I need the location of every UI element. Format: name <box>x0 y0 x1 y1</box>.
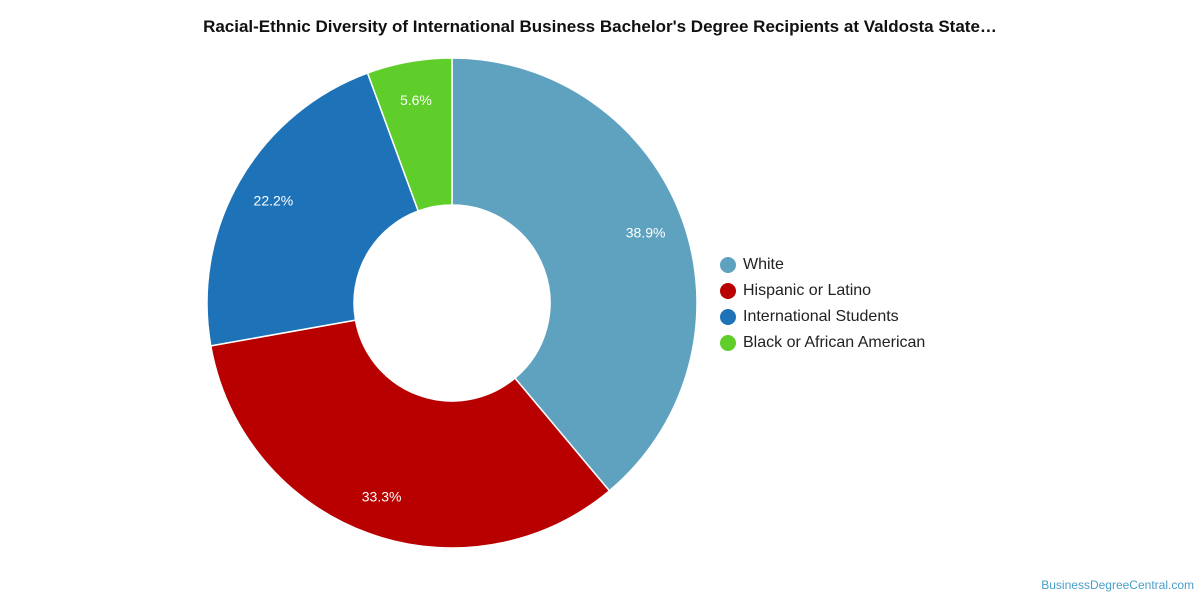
slice-label-black-or-african-american: 5.6% <box>400 92 432 108</box>
legend-label: White <box>743 256 784 273</box>
legend-item-international-students[interactable]: International Students <box>720 304 925 330</box>
legend-label: Black or African American <box>743 334 926 351</box>
slice-label-hispanic-or-latino: 33.3% <box>362 489 402 505</box>
source-credit[interactable]: BusinessDegreeCentral.com <box>1041 578 1194 592</box>
slice-hispanic-or-latino[interactable] <box>209 319 611 549</box>
legend-item-black-or-african-american[interactable]: Black or African American <box>720 330 925 356</box>
slice-white[interactable] <box>451 57 698 492</box>
legend-swatch <box>720 283 736 299</box>
legend-swatch <box>720 257 736 273</box>
donut-slice-labels: 38.9% 33.3% 22.2% 5.6% <box>254 92 666 504</box>
legend-item-white[interactable]: White <box>720 252 925 278</box>
slice-label-international-students: 22.2% <box>254 192 294 208</box>
legend-item-hispanic-or-latino[interactable]: Hispanic or Latino <box>720 278 925 304</box>
legend-label: International Students <box>743 308 899 325</box>
legend-label: Hispanic or Latino <box>743 282 872 299</box>
slice-black-or-african-american[interactable] <box>366 57 453 212</box>
legend: White Hispanic or Latino International Stu… <box>720 252 925 356</box>
chart-title: Racial-Ethnic Diversity of International… <box>203 17 997 36</box>
legend-swatch <box>720 309 736 325</box>
donut-slices <box>206 57 698 549</box>
legend-swatch <box>720 335 736 351</box>
slice-label-white: 38.9% <box>626 225 666 241</box>
slice-international-students[interactable] <box>206 72 420 347</box>
